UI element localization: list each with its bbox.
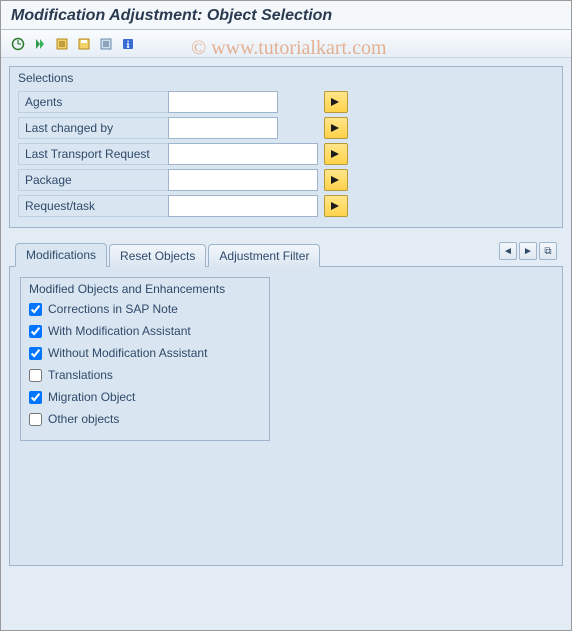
check-row-without-assist: Without Modification Assistant: [29, 342, 261, 364]
info-icon[interactable]: i: [119, 35, 137, 53]
get-variant-icon[interactable]: [53, 35, 71, 53]
app-window: © www.tutorialkart.com Modification Adju…: [0, 0, 572, 631]
field-row-requesttask: Request/task: [18, 195, 554, 217]
multi-select-package[interactable]: [324, 169, 348, 191]
tab-expand-button[interactable]: ⧉: [539, 242, 557, 260]
label-checkbox-other: Other objects: [48, 412, 119, 426]
label-package: Package: [18, 169, 168, 191]
tabpanel-modifications: Modified Objects and Enhancements Correc…: [9, 266, 563, 566]
page-title: Modification Adjustment: Object Selectio…: [11, 7, 561, 25]
checkbox-migration[interactable]: [29, 391, 42, 404]
label-checkbox-corrections: Corrections in SAP Note: [48, 302, 178, 316]
modified-objects-group: Modified Objects and Enhancements Correc…: [20, 277, 270, 441]
input-requesttask[interactable]: [168, 195, 318, 217]
label-requesttask: Request/task: [18, 195, 168, 217]
field-row-lastchangedby: Last changed by: [18, 117, 554, 139]
field-row-lasttransport: Last Transport Request: [18, 143, 554, 165]
svg-text:i: i: [127, 40, 130, 51]
field-row-agents: Agents: [18, 91, 554, 113]
checkbox-with-assist[interactable]: [29, 325, 42, 338]
check-row-with-assist: With Modification Assistant: [29, 320, 261, 342]
checkbox-without-assist[interactable]: [29, 347, 42, 360]
checkbox-translations[interactable]: [29, 369, 42, 382]
modified-objects-title: Modified Objects and Enhancements: [29, 282, 261, 298]
titlebar: Modification Adjustment: Object Selectio…: [1, 1, 571, 30]
tab-nav: ◄ ► ⧉: [499, 242, 557, 260]
label-checkbox-migration: Migration Object: [48, 390, 135, 404]
selections-title: Selections: [18, 71, 554, 87]
tab-prev-button[interactable]: ◄: [499, 242, 517, 260]
content-area: Selections Agents Last changed by Last T…: [1, 58, 571, 630]
checkbox-other[interactable]: [29, 413, 42, 426]
check-row-migration: Migration Object: [29, 386, 261, 408]
selections-group: Selections Agents Last changed by Last T…: [9, 66, 563, 228]
checkbox-corrections[interactable]: [29, 303, 42, 316]
multi-select-requesttask[interactable]: [324, 195, 348, 217]
multi-select-lasttransport[interactable]: [324, 143, 348, 165]
field-row-package: Package: [18, 169, 554, 191]
selection-options-icon[interactable]: [97, 35, 115, 53]
label-checkbox-without-assist: Without Modification Assistant: [48, 346, 207, 360]
execute-icon[interactable]: [9, 35, 27, 53]
check-row-corrections: Corrections in SAP Note: [29, 298, 261, 320]
execute-print-icon[interactable]: [31, 35, 49, 53]
input-lastchangedby[interactable]: [168, 117, 278, 139]
input-lasttransport[interactable]: [168, 143, 318, 165]
multi-select-lastchangedby[interactable]: [324, 117, 348, 139]
label-lastchangedby: Last changed by: [18, 117, 168, 139]
tab-reset-objects[interactable]: Reset Objects: [109, 244, 206, 267]
check-row-translations: Translations: [29, 364, 261, 386]
label-agents: Agents: [18, 91, 168, 113]
multi-select-agents[interactable]: [324, 91, 348, 113]
tab-adjustment-filter[interactable]: Adjustment Filter: [208, 244, 320, 267]
save-variant-icon[interactable]: [75, 35, 93, 53]
toolbar: i: [1, 30, 571, 58]
label-checkbox-translations: Translations: [48, 368, 113, 382]
tab-modifications[interactable]: Modifications: [15, 243, 107, 267]
check-row-other: Other objects: [29, 408, 261, 430]
tabstrip-container: Modifications Reset Objects Adjustment F…: [9, 242, 563, 566]
tabstrip: Modifications Reset Objects Adjustment F…: [9, 242, 563, 266]
input-package[interactable]: [168, 169, 318, 191]
label-lasttransport: Last Transport Request: [18, 143, 168, 165]
tab-next-button[interactable]: ►: [519, 242, 537, 260]
label-checkbox-with-assist: With Modification Assistant: [48, 324, 191, 338]
input-agents[interactable]: [168, 91, 278, 113]
